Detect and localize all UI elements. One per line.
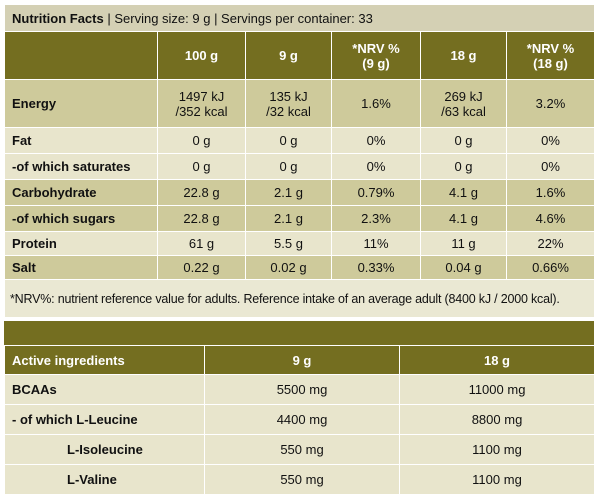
table-cell: 0.33% [331,255,421,280]
row-label: Salt [4,255,158,280]
table-cell: 135 kJ/32 kcal [245,79,332,128]
table-cell: 22.8 g [157,205,246,232]
nutrition-title-bar: Nutrition Facts | Serving size: 9 g | Se… [4,4,595,32]
table-cell: 269 kJ/63 kcal [420,79,507,128]
col-header-18g: 18 g [420,31,507,80]
row-label: L-Isoleucine [4,434,205,465]
table-cell: 550 mg [204,434,400,465]
row-label: BCAAs [4,374,205,405]
cell-value: 135 kJ [269,88,308,104]
table-cell: 0.66% [506,255,595,280]
table-cell: 0% [506,127,595,154]
table-row: Salt 0.22 g 0.02 g 0.33% 0.04 g 0.66% [4,255,595,280]
footnote-row: *NRV%: nutrient reference value for adul… [4,279,595,318]
table-cell: 0 g [420,127,507,154]
cell-value: 269 kJ [444,88,483,104]
table-cell: 0% [331,127,421,154]
table-cell: 5.5 g [245,231,332,256]
table-row: L-Isoleucine 550 mg 1100 mg [4,434,595,465]
table-row: -of which saturates 0 g 0 g 0% 0 g 0% [4,153,595,180]
col-header-9g: 9 g [204,345,400,375]
table-cell: 11% [331,231,421,256]
table-cell: 0.79% [331,179,421,206]
table-cell: 8800 mg [399,404,595,435]
table-cell: 550 mg [204,464,400,495]
active-header-row: Active ingredients 9 g 18 g [4,345,595,375]
table-cell: 61 g [157,231,246,256]
nutrition-header-row: 100 g 9 g *NRV % (9 g) 18 g *NRV % (18 g) [4,31,595,80]
table-cell: 22.8 g [157,179,246,206]
table-row: -of which sugars 22.8 g 2.1 g 2.3% 4.1 g… [4,205,595,232]
table-cell: 0.22 g [157,255,246,280]
table-cell: 4.6% [506,205,595,232]
table-cell: 0.02 g [245,255,332,280]
row-label: Fat [4,127,158,154]
table-cell: 2.1 g [245,179,332,206]
table-cell: 1100 mg [399,464,595,495]
nutrition-facts-table: Nutrition Facts | Serving size: 9 g | Se… [4,4,595,318]
table-cell: 4400 mg [204,404,400,435]
col-header-nrv-9g-line2: (9 g) [362,55,390,71]
table-cell: 0 g [245,127,332,154]
table-row: Fat 0 g 0 g 0% 0 g 0% [4,127,595,154]
table-cell: 0 g [420,153,507,180]
cell-value: 1497 kJ [178,88,225,104]
row-label: Carbohydrate [4,179,158,206]
col-header-18g: 18 g [399,345,595,375]
cell-subvalue: /32 kcal [266,103,311,119]
row-label: - of which L-Leucine [4,404,205,435]
table-row: - of which L-Leucine 4400 mg 8800 mg [4,404,595,435]
row-label: Energy [4,79,158,128]
section-divider [4,321,594,345]
nrv-footnote: *NRV%: nutrient reference value for adul… [4,279,595,318]
table-cell: 0% [331,153,421,180]
table-cell: 1.6% [506,179,595,206]
table-row: L-Valine 550 mg 1100 mg [4,464,595,495]
cell-subvalue: /63 kcal [441,103,486,119]
table-cell: 1.6% [331,79,421,128]
row-label: -of which saturates [4,153,158,180]
table-cell: 0 g [245,153,332,180]
row-label: Protein [4,231,158,256]
table-cell: 0 g [157,153,246,180]
table-cell: 4.1 g [420,205,507,232]
col-header-nrv-9g-line1: *NRV % [352,40,400,56]
row-label: -of which sugars [4,205,158,232]
table-cell: 11 g [420,231,507,256]
col-header-empty [4,31,158,80]
cell-subvalue: /352 kcal [175,103,228,119]
col-header-100g: 100 g [157,31,246,80]
table-cell: 5500 mg [204,374,400,405]
col-header-9g: 9 g [245,31,332,80]
col-header-nrv-9g: *NRV % (9 g) [331,31,421,80]
col-header-nrv-18g-line2: (18 g) [533,55,568,71]
table-row: Protein 61 g 5.5 g 11% 11 g 22% [4,231,595,256]
table-cell: 11000 mg [399,374,595,405]
table-row: BCAAs 5500 mg 11000 mg [4,374,595,405]
table-cell: 2.3% [331,205,421,232]
col-header-nrv-18g: *NRV % (18 g) [506,31,595,80]
row-label: L-Valine [4,464,205,495]
table-cell: 0 g [157,127,246,154]
active-ingredients-table: Active ingredients 9 g 18 g BCAAs 5500 m… [4,345,595,495]
table-row: Carbohydrate 22.8 g 2.1 g 0.79% 4.1 g 1.… [4,179,595,206]
table-cell: 1497 kJ/352 kcal [157,79,246,128]
table-cell: 1100 mg [399,434,595,465]
col-header-nrv-18g-line1: *NRV % [526,40,575,56]
nutrition-title: Nutrition Facts [12,10,104,26]
col-header-active-ingredients: Active ingredients [4,345,205,375]
table-row: Energy 1497 kJ/352 kcal 135 kJ/32 kcal 1… [4,79,595,128]
table-cell: 0% [506,153,595,180]
table-cell: 2.1 g [245,205,332,232]
table-cell: 4.1 g [420,179,507,206]
table-cell: 22% [506,231,595,256]
serving-info: | Serving size: 9 g | Servings per conta… [107,10,373,26]
table-cell: 3.2% [506,79,595,128]
table-cell: 0.04 g [420,255,507,280]
